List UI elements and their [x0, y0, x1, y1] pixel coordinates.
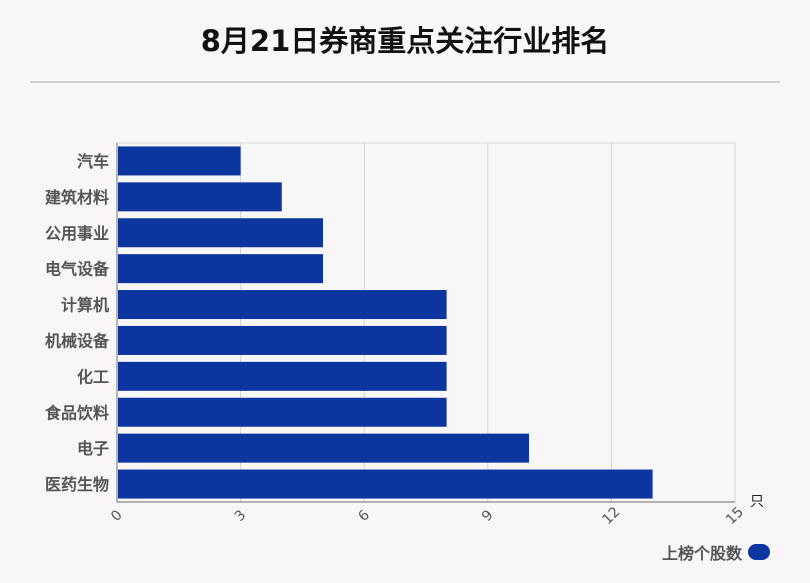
title-divider	[30, 81, 780, 83]
bar	[118, 290, 447, 320]
chart-title: 8月21日券商重点关注行业排名	[200, 24, 610, 58]
bar	[118, 146, 241, 176]
bar	[118, 469, 653, 499]
x-tick-labels: 0 3 6 9 12 15	[108, 504, 747, 528]
x-tick-label: 0	[108, 507, 126, 525]
x-tick-label: 15	[723, 504, 747, 528]
legend-swatch	[748, 544, 770, 560]
legend: 上榜个股数	[662, 540, 770, 564]
category-label: 计算机	[61, 296, 109, 315]
category-label: 汽车	[77, 152, 109, 171]
bar	[118, 361, 447, 391]
category-label: 食品饮料	[44, 403, 109, 422]
legend-label: 上榜个股数	[661, 544, 742, 563]
category-label: 医药生物	[45, 475, 109, 494]
category-label: 机械设备	[45, 331, 110, 350]
category-label: 电子	[77, 439, 109, 458]
x-tick-label: 6	[355, 507, 373, 525]
bars	[118, 146, 653, 499]
bar	[118, 325, 447, 355]
bar	[118, 218, 323, 248]
x-tick-label: 3	[232, 507, 250, 525]
x-unit-label: 只	[750, 494, 764, 510]
category-label: 建筑材料	[45, 188, 109, 207]
category-label: 公用事业	[45, 224, 109, 243]
bar	[118, 254, 323, 284]
bar	[118, 397, 447, 427]
category-label: 电气设备	[45, 260, 110, 279]
category-label: 化工	[77, 367, 109, 386]
bar	[118, 182, 282, 212]
x-tick-label: 12	[599, 504, 623, 528]
bar	[118, 433, 529, 463]
x-tick-label: 9	[479, 507, 497, 525]
